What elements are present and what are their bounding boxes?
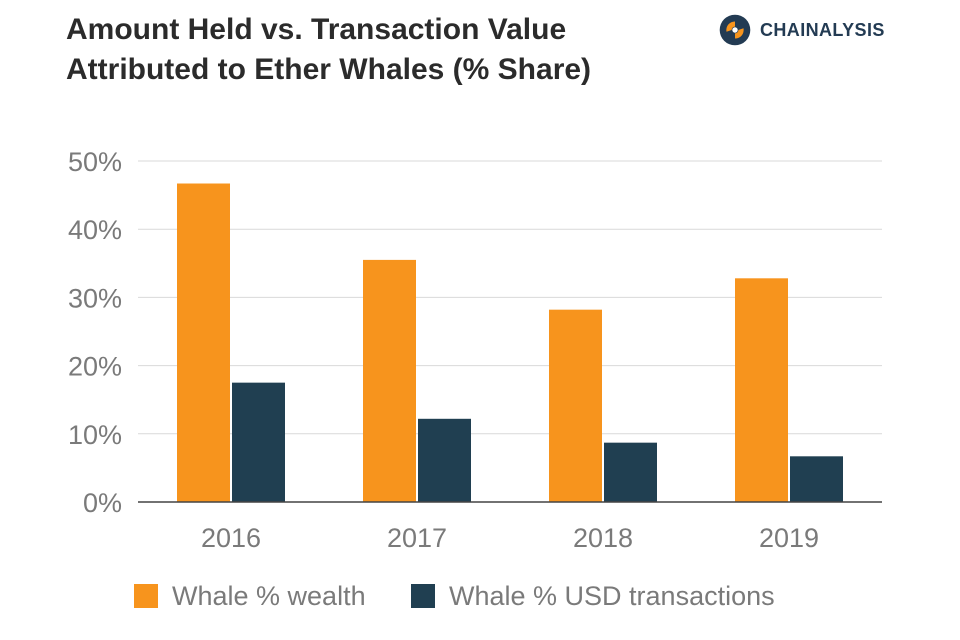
bar-whale-usd-transactions — [790, 456, 843, 502]
legend-swatch — [411, 584, 435, 608]
chainalysis-logo-icon — [719, 14, 751, 46]
chart-title-line1: Amount Held vs. Transaction Value — [66, 13, 567, 46]
brand-logo: CHAINALYSIS — [718, 10, 885, 50]
chart-title-line2: Attributed to Ether Whales (% Share) — [66, 53, 592, 86]
x-tick-label: 2016 — [201, 523, 261, 553]
bars-layer — [177, 183, 843, 503]
chart-title: Amount Held vs. Transaction Value Attrib… — [66, 10, 686, 90]
x-axis: 2016 2017 2018 2019 — [138, 501, 882, 553]
bar-whale-wealth — [363, 259, 416, 502]
bar-whale-wealth — [549, 309, 602, 502]
y-axis: 0% 10% 20% 30% 40% 50% — [68, 147, 122, 518]
y-tick-label: 30% — [68, 283, 122, 313]
bar-whale-usd-transactions — [604, 442, 657, 502]
brand-name: CHAINALYSIS — [760, 19, 885, 40]
legend-whale-wealth: Whale % wealth — [134, 581, 366, 611]
y-tick-label: 10% — [68, 420, 122, 450]
y-tick-label: 40% — [68, 215, 122, 245]
legend-whale-usd-transactions: Whale % USD transactions — [411, 581, 775, 611]
bar-whale-usd-transactions — [418, 418, 471, 502]
bar-whale-wealth — [735, 278, 788, 502]
x-tick-label: 2017 — [387, 523, 447, 553]
legend-label: Whale % USD transactions — [449, 581, 775, 611]
x-tick-label: 2018 — [573, 523, 633, 553]
y-tick-label: 20% — [68, 352, 122, 382]
y-tick-label: 50% — [68, 147, 122, 177]
legend: Whale % wealth Whale % USD transactions — [134, 581, 775, 611]
y-tick-label: 0% — [83, 488, 122, 518]
x-tick-label: 2019 — [759, 523, 819, 553]
legend-swatch — [134, 584, 158, 608]
bar-whale-wealth — [177, 183, 230, 503]
legend-label: Whale % wealth — [172, 581, 366, 611]
bar-whale-usd-transactions — [232, 382, 285, 502]
